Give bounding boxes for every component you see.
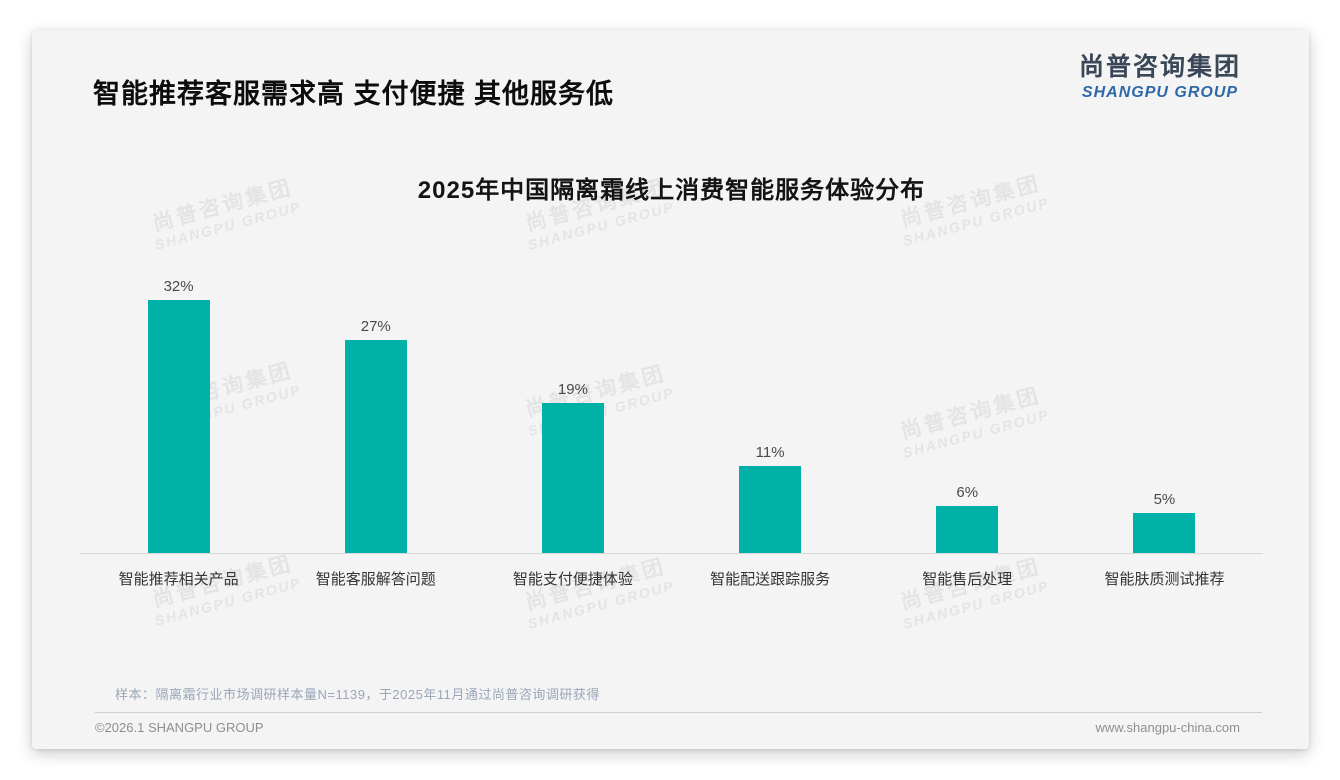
- bar-value-label: 32%: [163, 278, 194, 295]
- bar-group: 19%: [474, 381, 671, 553]
- category-label: 智能支付便捷体验: [512, 571, 633, 588]
- category-label: 智能推荐相关产品: [118, 571, 239, 588]
- company-logo: 尚普咨询集团 SHANGPU GROUP: [1078, 53, 1241, 102]
- chart-title: 2025年中国隔离霜线上消费智能服务体验分布: [417, 177, 926, 204]
- bar-value-label: 5%: [1153, 491, 1176, 508]
- sample-note: 样本：隔离霜行业市场调研样本量N=1139，于2025年11月通过尚普咨询调研获…: [115, 687, 600, 702]
- bar-value-label: 27%: [360, 318, 391, 335]
- category-label: 智能客服解答问题: [315, 571, 436, 588]
- page-title: 智能推荐客服需求高 支付便捷 其他服务低: [93, 79, 615, 109]
- bar-value-label: 11%: [755, 444, 785, 461]
- bar-chart: 32% 27% 19% 11% 6% 5%: [80, 263, 1263, 554]
- bar-group: 27%: [277, 318, 474, 553]
- bar: [1133, 513, 1196, 553]
- bar: [344, 340, 407, 553]
- bar: [147, 300, 210, 553]
- bar-group: 5%: [1066, 491, 1263, 553]
- slide-card: 尚普咨询集团 SHANGPU GROUP 尚普咨询集团 SHANGPU GROUP …: [32, 30, 1309, 749]
- footer-divider: [95, 712, 1262, 713]
- category-label: 智能配送跟踪服务: [710, 571, 831, 588]
- bar: [739, 466, 802, 553]
- copyright-text: ©2026.1 SHANGPU GROUP: [95, 720, 264, 735]
- bar-value-label: 6%: [956, 484, 979, 501]
- bar-group: 11%: [672, 444, 869, 553]
- website-url: www.shangpu-china.com: [1095, 720, 1240, 735]
- bar: [541, 403, 604, 553]
- bar-value-label: 19%: [557, 381, 588, 398]
- bar: [936, 506, 999, 553]
- logo-en-text: SHANGPU GROUP: [1081, 83, 1239, 101]
- category-label: 智能肤质测试推荐: [1104, 571, 1225, 588]
- category-axis: 智能推荐相关产品 智能客服解答问题 智能支付便捷体验 智能配送跟踪服务 智能售后…: [80, 568, 1263, 589]
- category-label: 智能售后处理: [922, 571, 1013, 588]
- logo-cn-text: 尚普咨询集团: [1078, 53, 1241, 81]
- bar-group: 32%: [80, 278, 277, 553]
- bar-group: 6%: [869, 484, 1066, 553]
